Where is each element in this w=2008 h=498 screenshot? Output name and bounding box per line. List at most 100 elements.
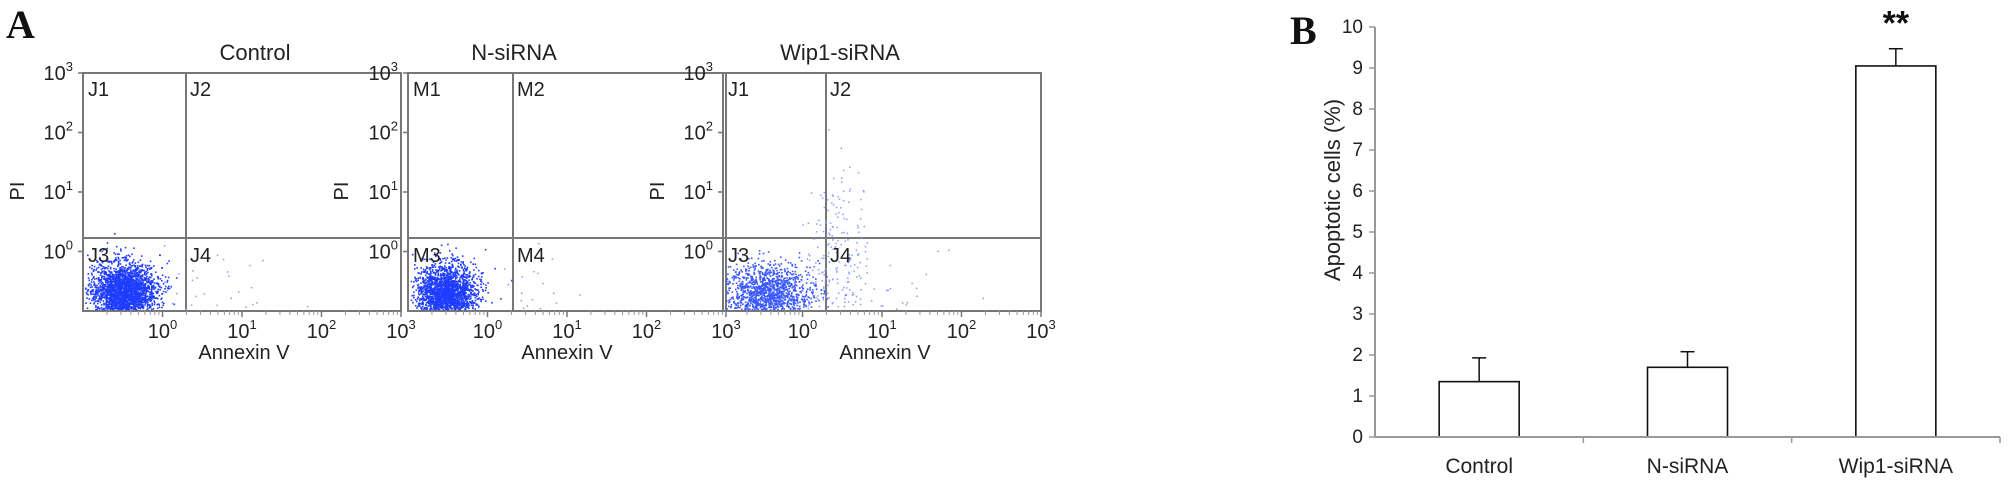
event-dot (785, 297, 787, 299)
event-dot (97, 295, 99, 297)
event-dot (787, 295, 789, 297)
event-dot (753, 272, 755, 274)
event-dot (128, 268, 130, 270)
event-dot (117, 297, 119, 299)
event-dot (447, 257, 449, 259)
event-dot (727, 273, 729, 275)
event-dot (451, 253, 453, 255)
event-dot (808, 297, 810, 299)
event-dot (161, 267, 163, 269)
event-dot (416, 301, 418, 303)
event-dot (447, 269, 449, 271)
event-dot (431, 283, 433, 285)
event-dot (737, 268, 739, 270)
event-dot (141, 255, 143, 257)
event-dot (133, 259, 135, 261)
event-dot (451, 300, 453, 302)
event-dot (123, 266, 125, 268)
event-dot (467, 288, 469, 290)
event-dot (145, 300, 147, 302)
event-dot (436, 280, 438, 282)
event-dot (748, 270, 750, 272)
event-dot (456, 298, 458, 300)
event-dot (245, 307, 247, 309)
event-dot (107, 242, 109, 244)
event-dot (140, 270, 142, 272)
event-dot (787, 304, 789, 306)
event-dot (460, 264, 462, 266)
event-dot (155, 272, 157, 274)
event-dot (457, 284, 459, 286)
event-dot (425, 275, 427, 277)
event-dot (131, 295, 133, 297)
event-dot (761, 267, 763, 269)
event-dot (435, 288, 437, 290)
event-dot (139, 275, 141, 277)
event-dot (527, 305, 529, 307)
event-dot (749, 274, 751, 276)
event-dot (157, 291, 159, 293)
event-dot (150, 300, 152, 302)
event-dot (105, 283, 107, 285)
event-dot (449, 286, 451, 288)
event-dot (521, 293, 523, 295)
event-dot (147, 306, 149, 308)
event-dot (766, 308, 768, 310)
event-dot (451, 272, 453, 274)
event-dot (107, 305, 109, 307)
event-dot (797, 302, 799, 304)
event-dot (86, 297, 88, 299)
event-dot (109, 274, 111, 276)
event-dot (416, 307, 418, 309)
event-dot (758, 264, 760, 266)
event-dot (795, 264, 797, 266)
event-dot (461, 289, 463, 291)
event-dot (143, 289, 145, 291)
event-dot (135, 298, 137, 300)
event-dot (431, 294, 433, 296)
event-dot (126, 281, 128, 283)
event-dot (117, 253, 119, 255)
event-dot (162, 293, 164, 295)
event-dot (116, 246, 118, 248)
event-dot (161, 307, 163, 309)
event-dot (787, 302, 789, 304)
event-dot (806, 299, 808, 301)
event-dot (227, 271, 229, 273)
event-dot (754, 283, 756, 285)
event-dot (126, 292, 128, 294)
event-dot (804, 296, 806, 298)
event-dot (460, 284, 462, 286)
event-dot (94, 278, 96, 280)
event-dot (113, 304, 115, 306)
event-dot (465, 274, 467, 276)
event-dot (85, 288, 87, 290)
event-dot (130, 302, 132, 304)
event-dot (168, 277, 170, 279)
event-dot (453, 298, 455, 300)
event-dot (109, 278, 111, 280)
event-dot (445, 284, 447, 286)
event-dot (127, 291, 129, 293)
event-dot (156, 304, 158, 306)
event-dot (131, 281, 133, 283)
event-dot (100, 298, 102, 300)
event-dot (443, 275, 445, 277)
event-dot (119, 285, 121, 287)
event-dot (450, 273, 452, 275)
event-dot (438, 299, 440, 301)
event-dot (822, 297, 824, 299)
event-dot (126, 289, 128, 291)
event-dot (411, 295, 413, 297)
event-dot (125, 265, 127, 267)
event-dot (435, 296, 437, 298)
event-dot (150, 273, 152, 275)
event-dot (132, 292, 134, 294)
event-dot (419, 290, 421, 292)
event-dot (144, 304, 146, 306)
event-dot (753, 266, 755, 268)
event-dot (455, 276, 457, 278)
event-dot (437, 305, 439, 307)
event-dot (482, 299, 484, 301)
